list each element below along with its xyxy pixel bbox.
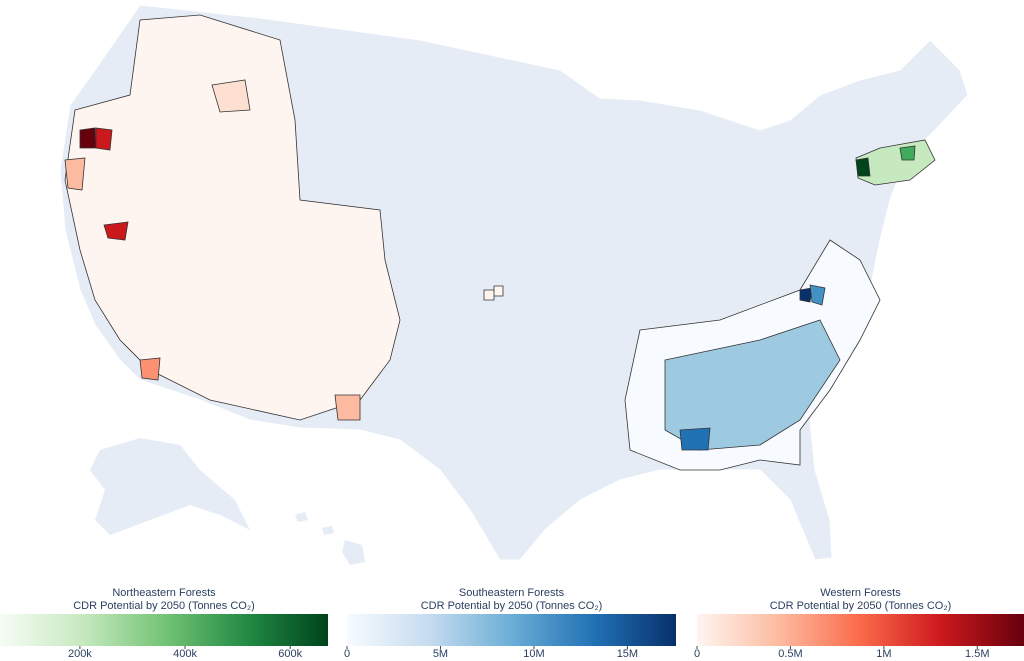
county xyxy=(799,287,813,303)
county xyxy=(64,157,86,191)
colorbar xyxy=(697,614,1024,646)
tick-label: 15M xyxy=(617,648,638,660)
county xyxy=(483,285,504,301)
county xyxy=(79,127,97,149)
county xyxy=(64,14,401,421)
tick-label: 0 xyxy=(344,648,350,660)
alaska xyxy=(90,438,250,535)
county xyxy=(334,394,361,421)
tick-label: 1M xyxy=(876,648,891,660)
county xyxy=(855,139,936,186)
county xyxy=(809,284,826,306)
tick-label: 600k xyxy=(278,648,302,660)
county xyxy=(855,157,871,177)
colorbar-title: Western Forests xyxy=(820,587,901,599)
county xyxy=(664,319,841,451)
tick-label: 0.5M xyxy=(778,648,802,660)
tick-label: 0 xyxy=(694,648,700,660)
colorbar-subtitle: CDR Potential by 2050 (Tonnes CO₂) xyxy=(770,600,952,612)
county xyxy=(103,221,129,241)
tick-label: 200k xyxy=(68,648,92,660)
colorbar-subtitle: CDR Potential by 2050 (Tonnes CO₂) xyxy=(421,600,603,612)
hawaii xyxy=(295,512,365,565)
western-counties-small xyxy=(483,285,504,301)
southeastern-counties xyxy=(624,239,881,471)
tick-label: 5M xyxy=(433,648,448,660)
colorbar-subtitle: CDR Potential by 2050 (Tonnes CO₂) xyxy=(73,600,255,612)
western-counties xyxy=(64,14,401,421)
colorbar xyxy=(347,614,676,646)
tick-label: 10M xyxy=(523,648,544,660)
county xyxy=(95,127,113,151)
county xyxy=(139,357,161,381)
colorbar-title: Northeastern Forests xyxy=(112,587,216,599)
county xyxy=(679,427,711,451)
tick-label: 1.5M xyxy=(965,648,989,660)
northeastern-counties xyxy=(855,139,936,186)
colorbar xyxy=(0,614,328,646)
county xyxy=(899,145,916,161)
colorbar-title: Southeastern Forests xyxy=(459,587,565,599)
tick-label: 400k xyxy=(173,648,197,660)
county xyxy=(211,79,251,113)
